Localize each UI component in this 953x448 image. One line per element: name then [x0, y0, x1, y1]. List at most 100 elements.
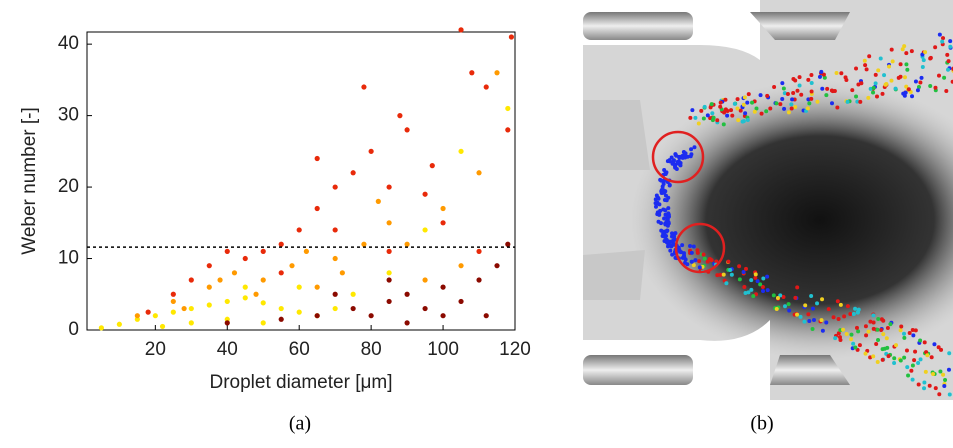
droplet-point	[339, 270, 345, 276]
droplet	[656, 196, 661, 201]
droplet	[702, 104, 707, 109]
x-tick-label: 120	[499, 339, 531, 360]
droplet	[669, 234, 674, 239]
droplet	[780, 81, 785, 86]
droplet	[666, 211, 671, 216]
caption: (a)	[289, 413, 311, 435]
droplet	[888, 322, 893, 327]
droplet-point	[508, 34, 515, 40]
dark-core	[630, 80, 953, 360]
droplet	[909, 368, 914, 373]
droplet	[667, 183, 672, 188]
droplet-point	[469, 70, 475, 76]
droplet	[855, 310, 860, 315]
droplet	[729, 108, 734, 113]
droplet	[746, 290, 751, 295]
droplet	[765, 288, 770, 293]
droplet	[904, 62, 909, 67]
droplet	[782, 91, 787, 96]
droplet-point	[159, 323, 166, 330]
droplet	[668, 248, 673, 253]
droplet-point	[224, 316, 230, 322]
droplet-point	[368, 148, 374, 154]
droplet-point	[145, 309, 151, 315]
droplet	[937, 32, 942, 37]
droplet	[868, 319, 873, 324]
droplet	[661, 207, 666, 212]
droplet	[919, 75, 924, 80]
droplet	[824, 93, 829, 98]
droplet-point	[458, 298, 464, 305]
droplet	[809, 293, 814, 298]
droplet-point	[476, 170, 482, 176]
droplet	[905, 365, 910, 370]
droplet	[743, 111, 748, 116]
droplet	[947, 351, 952, 356]
droplet	[923, 369, 928, 374]
droplet	[912, 358, 917, 363]
droplet	[878, 56, 883, 61]
droplet	[790, 97, 795, 102]
droplet	[791, 91, 796, 96]
droplet	[693, 258, 698, 263]
droplet-point	[332, 291, 338, 297]
droplet	[904, 51, 909, 56]
droplet-point	[296, 284, 302, 290]
x-tick-label: 60	[289, 339, 310, 360]
nozzle-top-part	[750, 12, 850, 40]
droplet-point	[505, 241, 511, 247]
droplet	[725, 113, 730, 118]
y-axis-label: Weber number [-]	[19, 107, 40, 254]
droplet	[925, 353, 930, 358]
x-tick-label: 100	[427, 339, 459, 360]
droplet	[849, 337, 854, 342]
droplet-point	[350, 291, 356, 297]
droplet	[711, 115, 716, 120]
droplet	[910, 94, 915, 99]
droplet	[765, 93, 770, 98]
droplet-point	[422, 191, 428, 197]
droplet	[844, 77, 849, 82]
droplet	[754, 106, 759, 111]
droplet	[714, 259, 719, 264]
droplet-point	[397, 113, 403, 119]
droplet-point	[375, 198, 381, 204]
droplet	[781, 86, 786, 91]
droplet-point	[253, 291, 259, 297]
x-tick-label: 20	[145, 339, 166, 360]
y-tick-label: 40	[58, 33, 79, 54]
droplet	[920, 52, 925, 57]
droplet-point	[404, 241, 410, 247]
caption: (b)	[750, 413, 773, 435]
droplet-point	[278, 241, 284, 247]
droplet	[826, 307, 831, 312]
droplet	[673, 152, 678, 157]
droplet	[830, 101, 835, 106]
droplet	[871, 320, 876, 325]
droplet-point	[422, 305, 428, 312]
droplet	[871, 313, 876, 318]
droplet-point	[260, 277, 266, 283]
droplet	[896, 75, 901, 80]
droplet	[680, 155, 685, 160]
droplet	[910, 328, 915, 333]
droplet-point	[386, 220, 392, 226]
droplet-point	[422, 227, 428, 233]
droplet	[900, 47, 905, 52]
droplet	[876, 317, 881, 322]
x-axis-label: Droplet diameter [μm]	[209, 372, 392, 393]
droplet	[702, 256, 707, 261]
droplet	[809, 73, 814, 78]
x-tick-label: 40	[217, 339, 238, 360]
droplet	[723, 107, 728, 112]
droplet	[942, 75, 947, 80]
droplet	[701, 116, 706, 121]
droplet	[662, 216, 667, 221]
droplet	[815, 99, 820, 104]
droplet	[908, 90, 913, 95]
droplet-point	[260, 300, 266, 306]
droplet	[672, 163, 677, 168]
droplet-point	[278, 305, 284, 312]
droplet	[750, 100, 755, 105]
